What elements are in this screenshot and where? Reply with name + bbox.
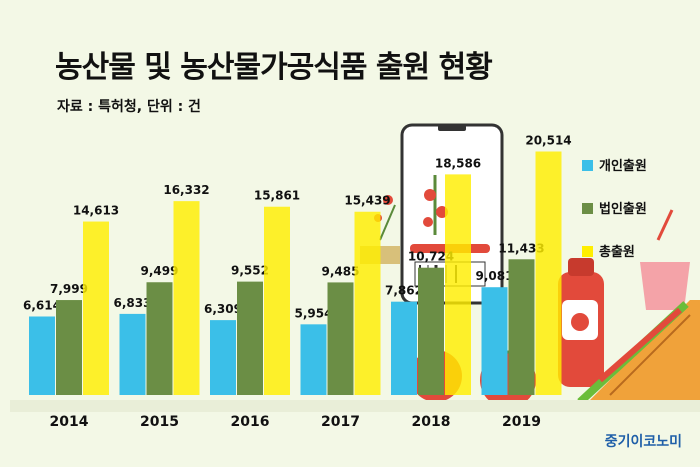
bar-법인출원-2018 (418, 267, 444, 395)
brand-logo: 중기이코노미 (604, 434, 682, 450)
x-tick-label: 2018 (412, 414, 451, 430)
bar-총출원-2015 (173, 201, 200, 395)
legend-label: 개인출원 (599, 158, 647, 174)
x-tick-label: 2016 (231, 414, 270, 430)
data-label: 9,499 (141, 264, 179, 278)
bar-법인출원-2016 (237, 281, 263, 395)
bar-법인출원-2019 (508, 259, 535, 395)
data-label: 6,833 (114, 296, 152, 310)
bar-총출원-2019 (535, 151, 562, 395)
sandwich-illustration (577, 300, 700, 410)
page-title: 농산물 및 농산물가공식품 출원 현황 (55, 50, 493, 85)
legend-label: 총출원 (599, 244, 635, 260)
bar-개인출원-2017 (300, 324, 327, 395)
legend-swatch (582, 160, 593, 171)
data-label: 15,861 (254, 189, 300, 203)
drink-cup-illustration (640, 209, 690, 310)
data-label: 9,081 (476, 269, 514, 283)
data-label: 16,332 (163, 183, 209, 197)
data-label: 9,552 (231, 264, 269, 278)
bar-총출원-2016 (264, 206, 290, 395)
data-label: 20,514 (525, 133, 571, 147)
data-label: 11,433 (498, 241, 544, 255)
bar-총출원-2017 (354, 211, 381, 395)
data-label: 5,954 (295, 306, 333, 320)
bar-개인출원-2019 (481, 287, 508, 395)
x-tick-label: 2019 (502, 414, 541, 430)
x-tick-label: 2014 (50, 414, 89, 430)
data-label: 10,724 (408, 250, 454, 264)
data-label: 6,309 (204, 302, 242, 316)
bar-총출원-2014 (83, 221, 109, 395)
bar-법인출원-2017 (327, 282, 354, 395)
bar-개인출원-2018 (391, 301, 417, 395)
bar-개인출원-2016 (210, 320, 236, 395)
bar-법인출원-2014 (56, 300, 82, 395)
data-label: 15,439 (344, 194, 390, 208)
x-tick-label: 2017 (321, 414, 360, 430)
bar-총출원-2018 (445, 174, 471, 395)
legend-swatch (582, 203, 593, 214)
data-label: 9,485 (322, 264, 360, 278)
data-label: 7,862 (385, 284, 423, 298)
legend-swatch (582, 246, 593, 257)
ketchup-bottle-illustration (558, 258, 604, 387)
bar-개인출원-2015 (119, 313, 146, 395)
data-label: 6,614 (23, 298, 61, 312)
bar-개인출원-2014 (29, 316, 55, 395)
data-label: 7,999 (50, 282, 88, 296)
data-label: 14,613 (73, 204, 119, 218)
data-label: 18,586 (435, 156, 481, 170)
bar-법인출원-2015 (146, 282, 173, 395)
source-note: 자료 : 특허청, 단위 : 건 (57, 99, 201, 115)
legend-label: 법인출원 (599, 201, 647, 217)
x-tick-label: 2015 (140, 414, 179, 430)
